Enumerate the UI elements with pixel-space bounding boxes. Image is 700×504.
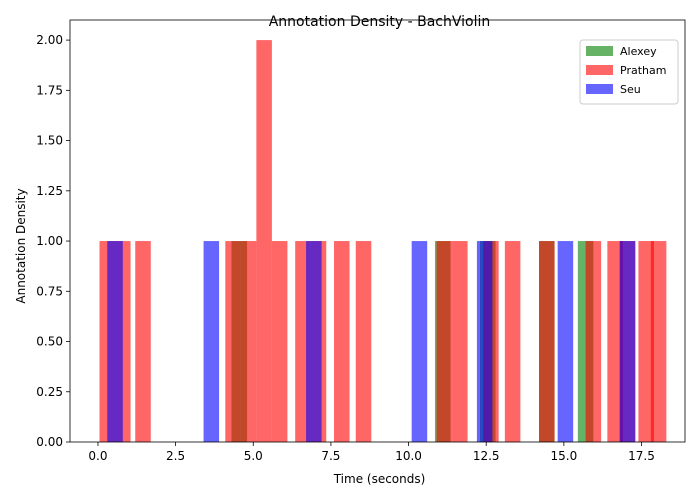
bar-pratham-3: [225, 241, 241, 442]
bar-seu-5: [557, 241, 574, 442]
bar-pratham-2: [135, 241, 151, 442]
legend-swatch-pratham: [586, 65, 613, 75]
y-tick-label: 1.75: [36, 83, 63, 97]
x-tick-label: 17.5: [628, 449, 655, 463]
bar-pratham-12: [452, 241, 468, 442]
y-tick-label: 1.50: [36, 134, 63, 148]
bar-pratham-6: [271, 241, 288, 442]
bar-pratham-17: [607, 241, 623, 442]
x-tick-label: 2.5: [166, 449, 185, 463]
legend-label-pratham: Pratham: [620, 64, 666, 77]
x-tick-label: 0.0: [88, 449, 107, 463]
legend-label-alexey: Alexey: [620, 45, 657, 58]
x-tick-label: 15.0: [551, 449, 578, 463]
bar-pratham-20: [650, 241, 667, 442]
bar-seu-1: [203, 241, 220, 442]
plot-frame: [69, 19, 686, 443]
bar-seu-0: [107, 241, 123, 442]
y-tick-label: 1.00: [36, 234, 63, 248]
chart-title: Annotation Density - BachViolin: [269, 14, 491, 30]
y-tick-label: 0.00: [36, 435, 63, 449]
bar-pratham-14: [504, 241, 521, 442]
bar-pratham-5: [256, 40, 272, 442]
bar-seu-6: [619, 241, 636, 442]
legend: Alexey Pratham Seu: [579, 39, 679, 105]
bar-seu-4: [476, 241, 493, 442]
bar-pratham-10: [355, 241, 372, 442]
x-tick-label: 12.5: [473, 449, 500, 463]
y-tick-label: 0.75: [36, 284, 63, 298]
legend-label-seu: Seu: [620, 83, 641, 96]
y-tick-label: 2.00: [36, 33, 63, 47]
bar-pratham-4: [240, 241, 257, 442]
bar-pratham-9: [334, 241, 350, 442]
x-tick-label: 7.5: [321, 449, 340, 463]
x-tick-label: 5.0: [244, 449, 263, 463]
y-axis: 0.00 0.25 0.50 0.75 1.00 1.25 1.50 1.75 2.00: [36, 33, 70, 449]
y-tick-label: 1.25: [36, 184, 63, 198]
y-tick-label: 0.25: [36, 385, 63, 399]
x-tick-label: 10.0: [395, 449, 422, 463]
legend-swatch-alexey: [586, 46, 613, 56]
y-tick-label: 0.50: [36, 335, 63, 349]
bar-pratham-11: [436, 241, 453, 442]
y-axis-label: Annotation Density: [14, 188, 28, 303]
bar-seu-3: [411, 241, 428, 442]
bar-pratham-16: [585, 241, 602, 442]
bar-pratham-19: [638, 241, 654, 442]
bar-seu-2: [306, 241, 322, 442]
legend-swatch-seu: [586, 84, 613, 94]
bars-layer: [99, 40, 667, 442]
x-axis: 0.0 2.5 5.0 7.5 10.0 12.5 15.0 17.5: [88, 442, 655, 463]
x-axis-label: Time (seconds): [333, 472, 426, 486]
bar-pratham-15: [539, 241, 555, 442]
